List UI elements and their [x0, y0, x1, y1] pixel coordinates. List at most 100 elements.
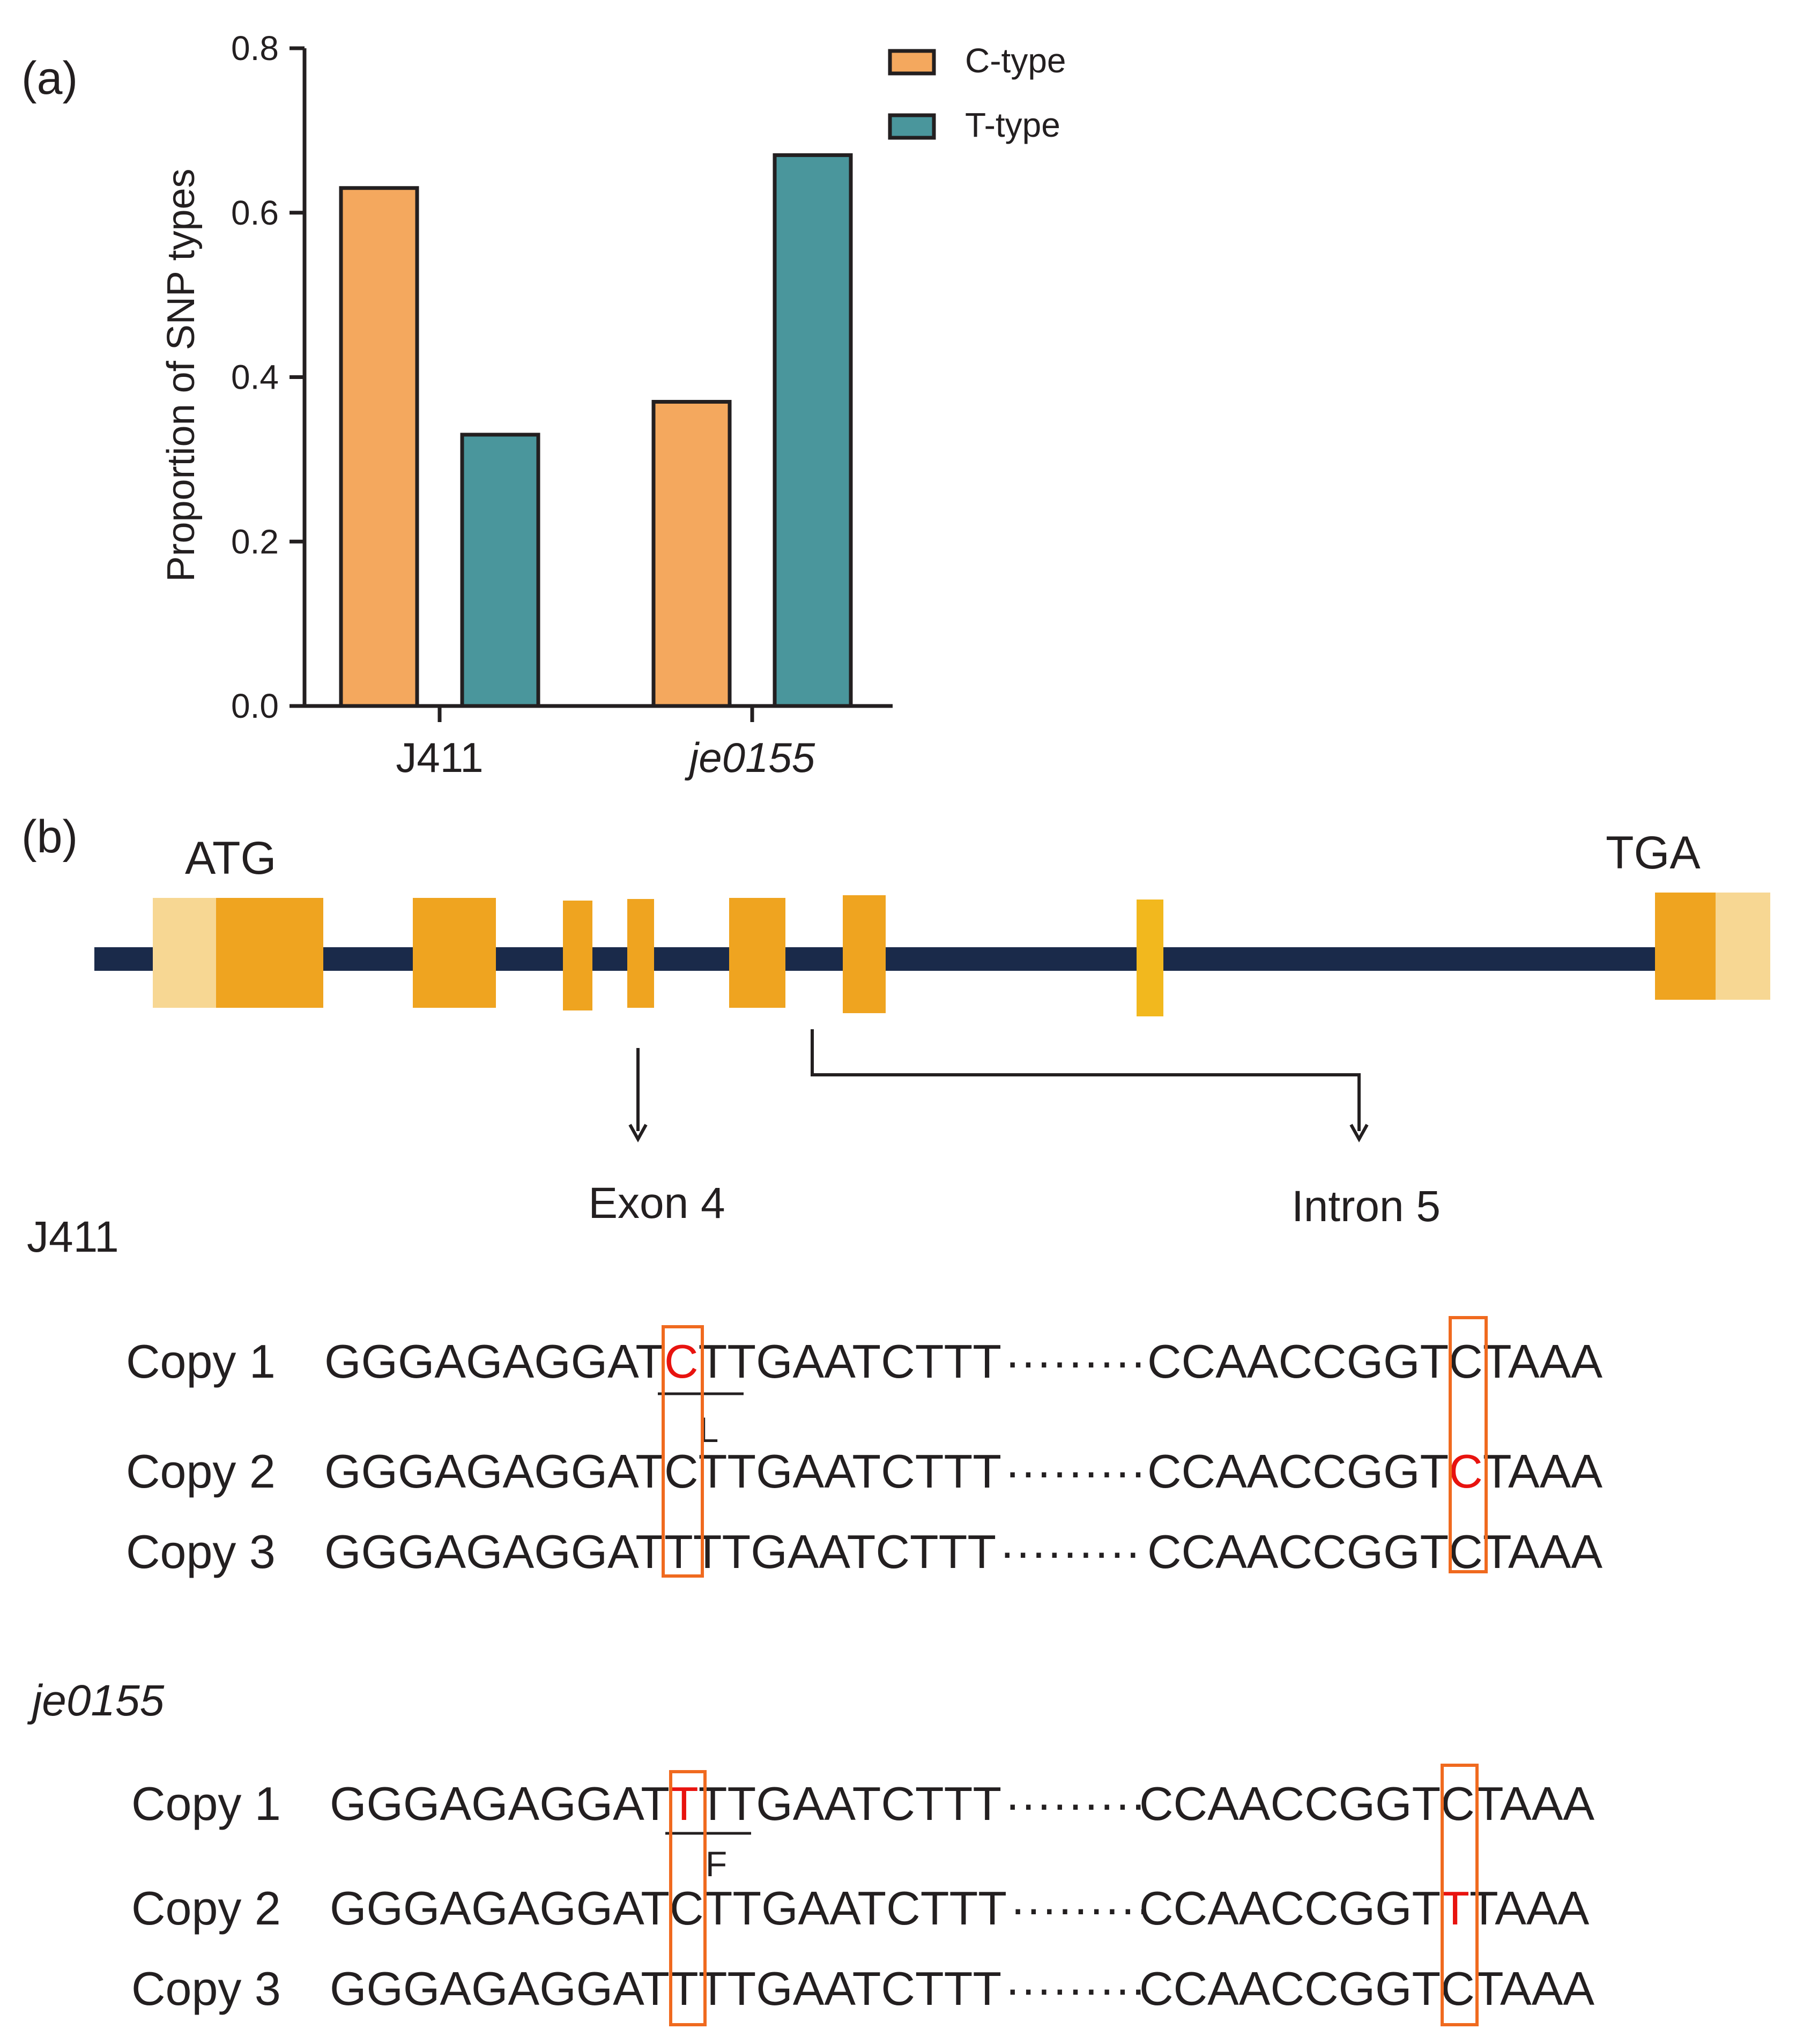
snp-base-intron: C	[1441, 1777, 1475, 1830]
x-tick-label: je0155	[685, 734, 815, 781]
legend-swatch-c-type	[888, 49, 936, 76]
snp-base-intron: C	[1449, 1525, 1483, 1578]
right-sequence: CCAACCGGTCTAAA	[1147, 1525, 1602, 1578]
copy-label: Copy 1	[126, 1335, 276, 1388]
seq-prefix: GGGAGAGGAT	[330, 1882, 670, 1935]
seq-prefix: CCAACCGGT	[1139, 1962, 1441, 2015]
y-tick-label: 0.2	[231, 522, 279, 561]
amino-acid-label: F	[706, 1844, 727, 1884]
start-codon-label: ATG	[185, 833, 276, 884]
copy-label: Copy 3	[131, 1962, 281, 2015]
ellipsis-dots: ·········	[1005, 1777, 1146, 1830]
copy-label: Copy 3	[126, 1525, 276, 1578]
right-sequence: CCAACCGGTTTAAA	[1139, 1882, 1590, 1935]
snp-base-exon: T	[664, 1525, 693, 1578]
snp-base-exon: T	[670, 1962, 699, 2015]
exon-4	[627, 899, 654, 1008]
snp-base-exon: C	[664, 1335, 699, 1388]
left-sequence: GGGAGAGGATCTTGAATCTTT·········	[330, 1882, 1152, 1935]
exon-1	[216, 898, 323, 1008]
seq-suffix: TAAA	[1475, 1777, 1595, 1830]
y-tick-label: 0.0	[231, 687, 279, 725]
exon-5	[729, 898, 785, 1008]
exon-3	[563, 901, 592, 1010]
seq-prefix: GGGAGAGGAT	[330, 1962, 670, 2015]
right-sequence: CCAACCGGTCTAAA	[1139, 1962, 1594, 2015]
snp-box-exon	[669, 1770, 707, 2026]
exon-7	[1137, 900, 1163, 1016]
snp-base-intron: C	[1449, 1445, 1483, 1498]
seq-suffix: TAAA	[1475, 1962, 1595, 2015]
sequence-row: Copy 1 GGGAGAGGATTTTGAATCTTT·········CCAA…	[131, 1777, 1594, 1830]
snp-box-intron	[1441, 1764, 1479, 2026]
left-sequence: GGGAGAGGATTTTGAATCTTT·········	[330, 1777, 1146, 1830]
bar-c-type-je0155	[651, 400, 732, 708]
snp-box-intron	[1449, 1316, 1488, 1573]
copy-label: Copy 2	[126, 1445, 276, 1498]
ellipsis-dots: ·········	[999, 1525, 1141, 1578]
seq-suffix: TTGAATCTTT	[699, 1962, 1001, 2015]
seq-prefix: GGGAGAGGAT	[324, 1525, 664, 1578]
bars	[339, 153, 853, 708]
sequence-row: Copy 1 GGGAGAGGATCTTGAATCTTT········· CCAA…	[126, 1335, 1602, 1388]
exon-4-label: Exon 4	[588, 1179, 725, 1228]
seq-prefix: GGGAGAGGAT	[330, 1777, 670, 1830]
snp-base-exon: C	[664, 1445, 699, 1498]
ellipsis-dots: ·········	[1005, 1445, 1146, 1498]
group-label: je0155	[27, 1676, 165, 1725]
y-axis-title: Proportion of SNP types	[160, 168, 203, 582]
x-axis-ticks: J411 je0155	[396, 706, 815, 781]
left-sequence: GGGAGAGGATTTTGAATCTTT·········	[330, 1962, 1146, 2015]
legend: C-type T-type	[888, 41, 1066, 144]
legend-label: T-type	[965, 106, 1060, 144]
stop-codon-label: TGA	[1606, 827, 1701, 879]
utr-5	[153, 898, 217, 1008]
snp-bar-chart: Proportion of SNP types 0.00.20.40.60.8 …	[160, 29, 1066, 781]
seq-suffix: TAAA	[1483, 1445, 1603, 1498]
panel-b-label: (b)	[21, 811, 78, 863]
sequence-row: Copy 3 GGGAGAGGATTTTGAATCTTT·········CCAA…	[131, 1962, 1594, 2015]
seq-prefix: CCAACCGGT	[1147, 1445, 1449, 1498]
seq-prefix: CCAACCGGT	[1139, 1882, 1441, 1935]
sequence-row: Copy 2 GGGAGAGGATCTTGAATCTTT·········CCAA…	[131, 1882, 1590, 1935]
bar-t-type-j411	[460, 433, 540, 708]
seq-suffix: TTGAATCTTT	[699, 1335, 1001, 1388]
right-sequence: CCAACCGGTCTAAA	[1139, 1777, 1594, 1830]
seq-prefix: GGGAGAGGAT	[324, 1445, 664, 1498]
ellipsis-dots: ·········	[1010, 1882, 1152, 1935]
right-sequence: CCAACCGGTCTAAA	[1147, 1445, 1602, 1498]
panel-a-label: (a)	[21, 53, 78, 104]
seq-suffix: TTGAATCTTT	[693, 1525, 996, 1578]
left-sequence: GGGAGAGGATCTTGAATCTTT·········	[324, 1335, 1146, 1388]
exon-2	[413, 898, 496, 1008]
right-sequence: CCAACCGGTCTAAA	[1147, 1335, 1602, 1388]
exon-4-arrow	[628, 1048, 648, 1143]
copy-label: Copy 1	[131, 1777, 281, 1830]
seq-prefix: GGGAGAGGAT	[324, 1335, 664, 1388]
seq-suffix: TTGAATCTTT	[699, 1445, 1001, 1498]
snp-base-exon: C	[670, 1882, 704, 1935]
x-tick-label: J411	[396, 734, 483, 781]
intron-5-arrow	[811, 1029, 1369, 1143]
legend-swatch-t-type	[888, 113, 936, 140]
ellipsis-dots: ·········	[1005, 1335, 1146, 1388]
legend-label: C-type	[965, 41, 1066, 80]
snp-base-intron: C	[1441, 1962, 1475, 2015]
snp-base-intron: C	[1449, 1335, 1483, 1388]
gene-model	[94, 893, 1770, 1016]
seq-suffix: TTGAATCTTT	[699, 1777, 1001, 1830]
group-label: J411	[27, 1213, 119, 1261]
y-tick-label: 0.6	[231, 194, 279, 232]
exon-6	[843, 895, 886, 1013]
ellipsis-dots: ·········	[1005, 1962, 1146, 2015]
intron-5-label: Intron 5	[1292, 1182, 1441, 1231]
seq-prefix: CCAACCGGT	[1139, 1777, 1441, 1830]
left-sequence: GGGAGAGGATCTTGAATCTTT·········	[324, 1445, 1146, 1498]
seq-prefix: CCAACCGGT	[1147, 1335, 1449, 1388]
seq-suffix: TAAA	[1483, 1335, 1603, 1388]
utr-3	[1716, 893, 1770, 1000]
copy-label: Copy 2	[131, 1882, 281, 1935]
